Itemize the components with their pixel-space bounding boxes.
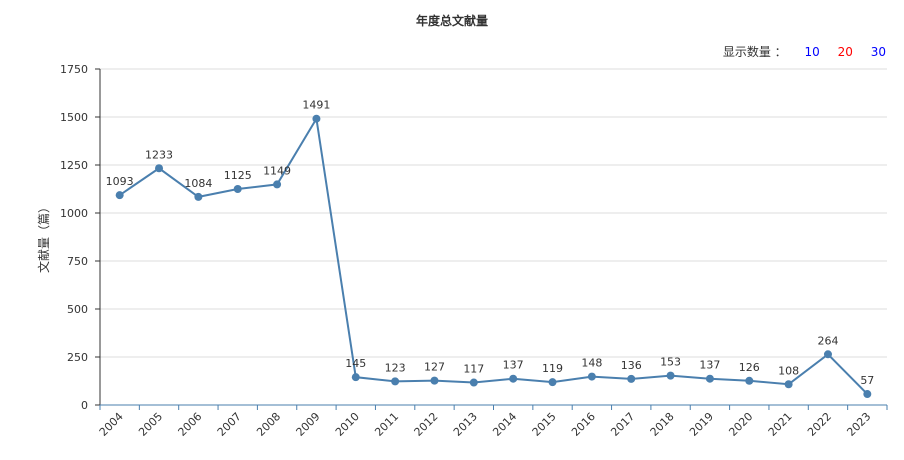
display-count-selector: 显示数量 ： 10 20 30 (723, 43, 886, 60)
data-label: 1233 (145, 148, 173, 161)
y-tick-label: 1250 (60, 159, 88, 172)
series-line-group (119, 115, 869, 395)
data-point (863, 390, 872, 399)
x-tick-label: 2004 (97, 410, 126, 439)
data-label: 1084 (184, 177, 212, 190)
y-tick-label: 0 (81, 399, 88, 412)
data-label: 1149 (263, 164, 291, 177)
data-points (115, 114, 872, 399)
y-tick-labels: 0 250 500 750 1000 1250 1500 1750 (60, 63, 100, 412)
x-tick-label: 2013 (451, 410, 480, 439)
x-tick-label: 2017 (608, 410, 637, 439)
data-label: 136 (621, 359, 642, 372)
data-point (469, 378, 478, 387)
data-label: 117 (463, 363, 484, 376)
data-label: 145 (345, 357, 366, 370)
data-label: 123 (385, 361, 406, 374)
x-tick-label: 2010 (333, 410, 362, 439)
x-tick-label: 2018 (648, 410, 677, 439)
data-point (784, 380, 793, 389)
x-tick-label: 2008 (254, 410, 283, 439)
data-label: 108 (778, 364, 799, 377)
data-point (194, 192, 203, 201)
x-tick-label: 2011 (372, 410, 401, 439)
x-tick-label: 2023 (844, 410, 873, 439)
x-tick-label: 2009 (294, 410, 323, 439)
data-point (745, 376, 754, 385)
y-tick-label: 250 (67, 351, 88, 364)
y-tick-label: 1750 (60, 63, 88, 76)
data-label: 1125 (224, 169, 252, 182)
data-point (115, 191, 124, 200)
data-label: 1093 (106, 175, 134, 188)
x-tick-label: 2005 (136, 410, 165, 439)
data-point (312, 114, 321, 123)
x-tick-label: 2016 (569, 410, 598, 439)
display-count-option-10[interactable]: 10 (804, 45, 820, 59)
chart-title: 年度总文献量 (415, 14, 488, 28)
data-point (155, 164, 164, 173)
x-tick-label: 2019 (687, 410, 716, 439)
data-point (430, 376, 439, 385)
display-count-option-20[interactable]: 20 (837, 45, 853, 59)
data-point (705, 374, 714, 383)
x-tick-label: 2007 (215, 410, 244, 439)
data-point (587, 372, 596, 381)
data-point (351, 373, 360, 382)
data-point (391, 377, 400, 386)
data-label: 57 (860, 374, 874, 387)
data-label: 1491 (302, 99, 330, 112)
x-tick-label: 2014 (490, 410, 519, 439)
data-point (627, 374, 636, 383)
x-tick-label: 2015 (530, 410, 559, 439)
data-label: 153 (660, 356, 681, 369)
display-count-option-30[interactable]: 30 (870, 45, 886, 59)
y-tick-label: 1500 (60, 111, 88, 124)
x-tick-label: 2020 (726, 410, 755, 439)
y-tick-label: 500 (67, 303, 88, 316)
y-axis-label: 文献量（篇） (36, 201, 51, 273)
data-label: 127 (424, 361, 445, 374)
x-tick-label: 2012 (412, 410, 441, 439)
data-point (823, 350, 832, 359)
data-point (273, 180, 282, 189)
x-tick-label: 2006 (176, 410, 205, 439)
data-label: 137 (503, 359, 524, 372)
data-label: 119 (542, 362, 563, 375)
grid-lines (100, 68, 887, 358)
x-tick-labels: 2004 2005 2006 2007 2008 2009 2010 2011 2012 2013… (97, 405, 888, 439)
x-tick-label: 2022 (805, 410, 834, 439)
data-point (509, 374, 518, 383)
display-count-label: 显示数量 ： (722, 45, 787, 59)
data-label: 148 (581, 357, 602, 370)
data-point (548, 378, 557, 387)
data-label: 137 (699, 359, 720, 372)
data-labels: 1093 1233 1084 1125 1149 1491 145 123 127 117 137 1… (106, 99, 875, 387)
y-tick-label: 1000 (60, 207, 88, 220)
data-point (233, 185, 242, 193)
series-line (119, 115, 869, 395)
data-label: 264 (817, 334, 838, 347)
y-tick-label: 750 (67, 255, 88, 268)
data-label: 126 (739, 361, 760, 374)
x-tick-label: 2021 (766, 410, 795, 439)
data-point (666, 371, 675, 380)
